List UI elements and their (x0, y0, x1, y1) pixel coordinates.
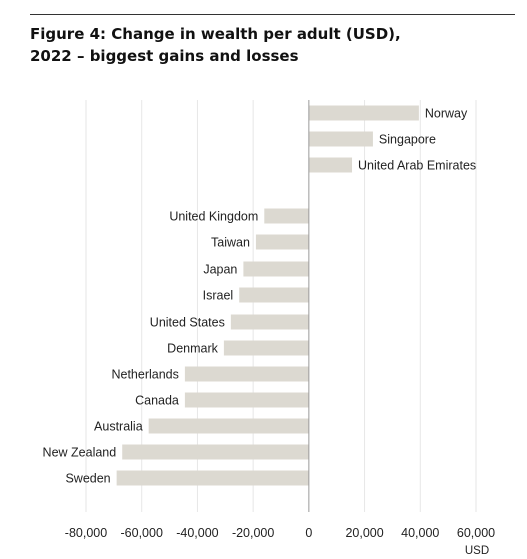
category-label: Denmark (167, 342, 218, 356)
category-label: Israel (203, 289, 234, 303)
bar (243, 261, 309, 277)
bar (148, 418, 309, 434)
x-tick-label: 40,000 (401, 526, 439, 540)
x-tick-label: 60,000 (457, 526, 495, 540)
bar (122, 444, 309, 460)
bar (308, 131, 373, 147)
x-tick-label: -60,000 (121, 526, 163, 540)
category-label: Norway (425, 107, 468, 121)
category-label: New Zealand (43, 446, 117, 460)
x-tick-label: 0 (305, 526, 312, 540)
bar (184, 366, 309, 382)
bar (223, 340, 309, 356)
bar (184, 392, 309, 408)
x-tick-label: -40,000 (176, 526, 218, 540)
chart-title: Figure 4: Change in wealth per adult (US… (30, 23, 450, 67)
x-tick-label: -20,000 (232, 526, 274, 540)
category-label: United Kingdom (169, 210, 258, 224)
category-label: Canada (135, 394, 179, 408)
bar (308, 157, 353, 173)
bar (116, 470, 309, 486)
chart-title-line-1: Figure 4: Change in wealth per adult (US… (30, 25, 401, 43)
category-label: Japan (203, 263, 237, 277)
category-label: Sweden (65, 472, 110, 486)
x-tick-label: -80,000 (65, 526, 107, 540)
category-label: United Arab Emirates (358, 159, 476, 173)
bar (230, 314, 309, 330)
x-axis-label: USD (465, 545, 489, 557)
category-label: Netherlands (111, 368, 178, 382)
bar (239, 287, 309, 303)
category-label: Australia (94, 420, 143, 434)
category-label: United States (150, 316, 225, 330)
bar (308, 105, 419, 121)
bar (255, 234, 309, 250)
category-label: Singapore (379, 133, 436, 147)
chart-title-line-2: 2022 – biggest gains and losses (30, 47, 299, 65)
bar (264, 208, 309, 224)
category-label: Taiwan (211, 236, 250, 250)
x-tick-label: 20,000 (345, 526, 383, 540)
title-rule (30, 14, 515, 15)
